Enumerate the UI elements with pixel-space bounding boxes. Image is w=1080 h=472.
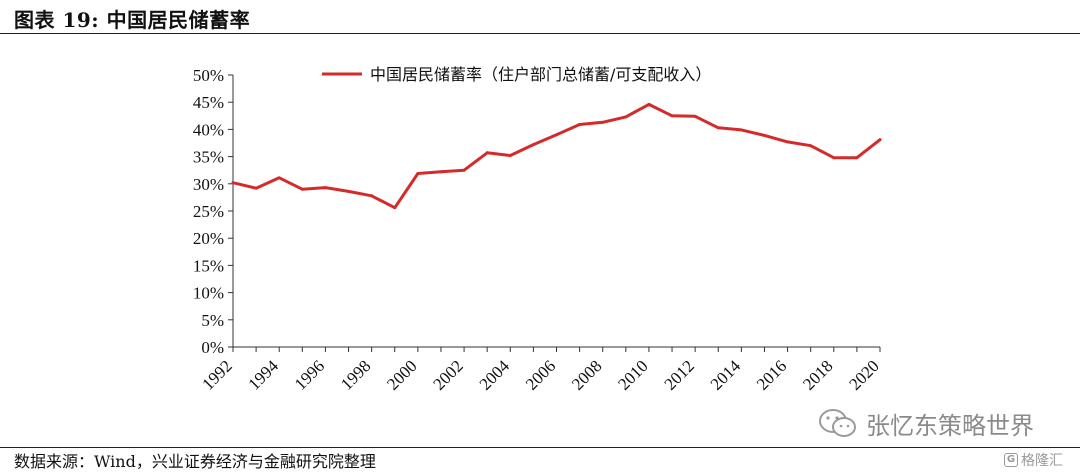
data-point [832,156,836,160]
data-point [578,123,582,127]
data-point [624,115,628,119]
x-tick-label: 2006 [522,356,559,393]
data-point [601,120,605,124]
brand-text: 格隆汇 [1021,453,1063,469]
y-tick-label: 0% [201,338,224,357]
x-tick-label: 1992 [198,356,235,393]
watermark: 张忆东策略世界 [818,406,1034,441]
y-tick-label: 30% [193,175,224,194]
footer-rule [0,447,1080,448]
y-tick-label: 35% [193,148,224,167]
series-line [231,102,882,210]
y-tick-label: 10% [193,284,224,303]
data-point [323,186,327,190]
wechat-icon [819,408,856,437]
source-note: 数据来源：Wind，兴业证券经济与金融研究院整理 [14,452,376,471]
x-tick-label: 2010 [614,356,651,393]
y-tick-label: 15% [193,256,224,275]
data-point [716,126,720,130]
data-point [439,170,443,174]
y-tick-label: 20% [193,229,224,248]
data-point [277,176,281,180]
data-point [786,140,790,144]
data-point [462,168,466,172]
y-tick-label: 50% [193,66,224,85]
y-tick-label: 5% [201,311,224,330]
watermark-text: 张忆东策略世界 [866,412,1034,440]
y-tick-label: 45% [193,93,224,112]
data-point [878,138,882,142]
data-point [300,187,304,191]
data-point [670,114,674,118]
title-rule [0,33,1080,34]
savings-rate-chart: 0% 5% 10% 15% 20% 25% 30% 35% 40% 45% 50% 1992 1994… [193,65,883,394]
data-point [855,156,859,160]
data-point [647,102,651,106]
data-point [254,186,258,190]
x-tick-label: 2014 [707,356,745,394]
data-point [231,181,235,185]
data-point [347,189,351,193]
x-tick-label: 2012 [660,356,697,393]
data-point [393,206,397,210]
legend-label: 中国居民储蓄率（住户部门总储蓄/可支配收入） [370,65,711,84]
data-point [485,151,489,155]
chart-legend: 中国居民储蓄率（住户部门总储蓄/可支配收入） [322,65,711,84]
figure-title: 图表 19: 中国居民储蓄率 [14,8,251,32]
data-point [739,128,743,132]
data-point [762,133,766,137]
x-tick-label: 2020 [845,356,882,393]
data-point [508,154,512,158]
data-point [531,143,535,147]
data-point [370,194,374,198]
y-tick-label: 40% [193,120,224,139]
gelonghui-logo-icon: G [1004,453,1018,467]
y-tick-labels: 0% 5% 10% 15% 20% 25% 30% 35% 40% 45% 50% [193,66,224,357]
data-point [555,133,558,137]
x-tick-label: 1996 [291,356,328,393]
series-layer [231,102,882,210]
x-tick-label: 2016 [753,356,790,393]
y-tick-label: 25% [193,202,224,221]
chart-axes [228,74,881,352]
data-point [693,114,697,118]
x-tick-label: 2004 [476,356,514,394]
data-point [809,144,813,148]
x-tick-label: 2000 [383,356,420,393]
x-tick-label: 2008 [568,356,605,393]
x-tick-label: 2018 [799,356,836,393]
x-tick-labels: 1992 1994 1996 1998 2000 2002 2004 2006 2008 2010… [198,356,882,394]
x-tick-label: 2002 [429,356,466,393]
brand-logo: G 格隆汇 [1004,450,1063,470]
x-tick-label: 1994 [245,356,283,394]
x-tick-label: 1998 [337,356,374,393]
data-point [416,171,420,175]
